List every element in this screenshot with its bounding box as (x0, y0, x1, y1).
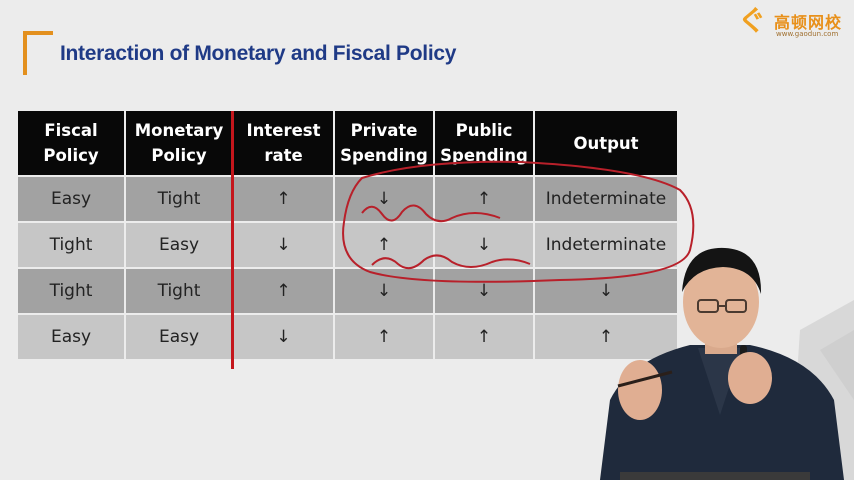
cell-monetary: Easy (126, 223, 232, 267)
logo: ぐ 高顿网校 www.gaodun.com (738, 4, 848, 39)
cell-private-spending: ↑ (335, 315, 433, 359)
cell-output: ↑ (535, 315, 677, 359)
logo-brand-text: 高顿网校 (774, 13, 843, 32)
table-row: Easy Easy ↓ ↑ ↑ ↑ (18, 315, 677, 359)
cell-private-spending: ↓ (335, 269, 433, 313)
header-output: Output (535, 111, 677, 175)
cell-monetary: Tight (126, 177, 232, 221)
cell-private-spending: ↓ (335, 177, 433, 221)
presenter-figure (600, 247, 844, 480)
header-interest-rate: Interest rate (234, 111, 333, 175)
table-row: Easy Tight ↑ ↓ ↑ Indeterminate (18, 177, 677, 221)
cell-interest-rate: ↑ (234, 177, 333, 221)
cell-public-spending: ↑ (435, 315, 533, 359)
cell-interest-rate: ↓ (234, 223, 333, 267)
cell-private-spending: ↑ (335, 223, 433, 267)
slide-title: Interaction of Monetary and Fiscal Polic… (60, 42, 457, 65)
logo-url-text: www.gaodun.com (776, 30, 839, 38)
cell-monetary: Easy (126, 315, 232, 359)
cell-fiscal: Easy (18, 177, 124, 221)
logo-mark-icon: ぐ (738, 4, 767, 37)
header-monetary-policy: Monetary Policy (126, 111, 232, 175)
column-divider-line (231, 111, 234, 369)
cell-fiscal: Easy (18, 315, 124, 359)
cell-public-spending: ↓ (435, 269, 533, 313)
header-public-spending: Public Spending (435, 111, 533, 175)
header-fiscal-policy: Fiscal Policy (18, 111, 124, 175)
table-row: Tight Easy ↓ ↑ ↓ Indeterminate (18, 223, 677, 267)
cell-interest-rate: ↑ (234, 269, 333, 313)
title-bracket-decoration (23, 31, 53, 75)
table-header-row: Fiscal Policy Monetary Policy Interest rate… (18, 111, 677, 175)
table-row: Tight Tight ↑ ↓ ↓ ↓ (18, 269, 677, 313)
cell-public-spending: ↑ (435, 177, 533, 221)
cell-monetary: Tight (126, 269, 232, 313)
header-private-spending: Private Spending (335, 111, 433, 175)
policy-table: Fiscal Policy Monetary Policy Interest rate… (16, 109, 679, 361)
cell-fiscal: Tight (18, 269, 124, 313)
cell-output: Indeterminate (535, 177, 677, 221)
cell-public-spending: ↓ (435, 223, 533, 267)
cell-interest-rate: ↓ (234, 315, 333, 359)
cell-fiscal: Tight (18, 223, 124, 267)
